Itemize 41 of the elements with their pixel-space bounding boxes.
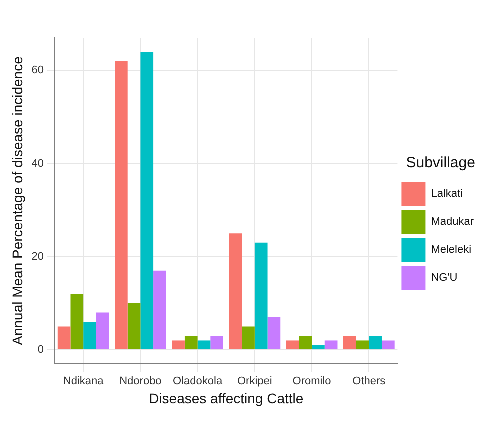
bar xyxy=(229,234,242,350)
x-tick-label: Oladokola xyxy=(173,376,224,388)
x-tick-label: Orkipei xyxy=(238,376,272,388)
bar xyxy=(154,270,166,350)
bar xyxy=(210,336,224,350)
legend-title: Subvillage xyxy=(406,154,476,172)
legend-label: Madukar xyxy=(431,216,474,228)
bar xyxy=(254,242,268,350)
bar xyxy=(299,336,312,350)
bar xyxy=(128,303,141,350)
legend-label: Lalkati xyxy=(431,188,463,200)
bar xyxy=(70,294,84,350)
bar xyxy=(324,340,338,350)
y-tick-label: 40 xyxy=(32,158,44,170)
bar xyxy=(58,326,71,350)
bar xyxy=(286,340,300,350)
y-tick-label: 20 xyxy=(32,250,44,263)
bar xyxy=(198,340,211,350)
legend-label: NG'U xyxy=(431,272,458,284)
bar xyxy=(356,340,370,350)
bar xyxy=(312,345,325,350)
x-tick-label: Others xyxy=(352,376,386,388)
bar xyxy=(172,340,185,350)
bar xyxy=(96,312,110,350)
x-tick-label: Oromilo xyxy=(292,376,332,388)
x-axis-title: Diseases affecting Cattle xyxy=(149,390,304,406)
y-tick-label: 60 xyxy=(32,64,44,77)
bar xyxy=(115,61,128,350)
bar xyxy=(184,336,198,350)
bar xyxy=(140,52,154,350)
legend-label: Meleleki xyxy=(431,244,472,256)
bar xyxy=(382,340,395,350)
x-tick-label: Ndorobo xyxy=(120,376,162,388)
y-axis-title: Annual Mean Percentage of disease incidence xyxy=(9,56,26,346)
x-tick-label: Ndikana xyxy=(63,376,105,388)
bar xyxy=(268,317,281,350)
bar xyxy=(369,336,382,350)
y-tick-label: 0 xyxy=(38,344,44,356)
bar xyxy=(84,322,96,350)
bar xyxy=(343,336,356,350)
bar xyxy=(242,326,255,350)
